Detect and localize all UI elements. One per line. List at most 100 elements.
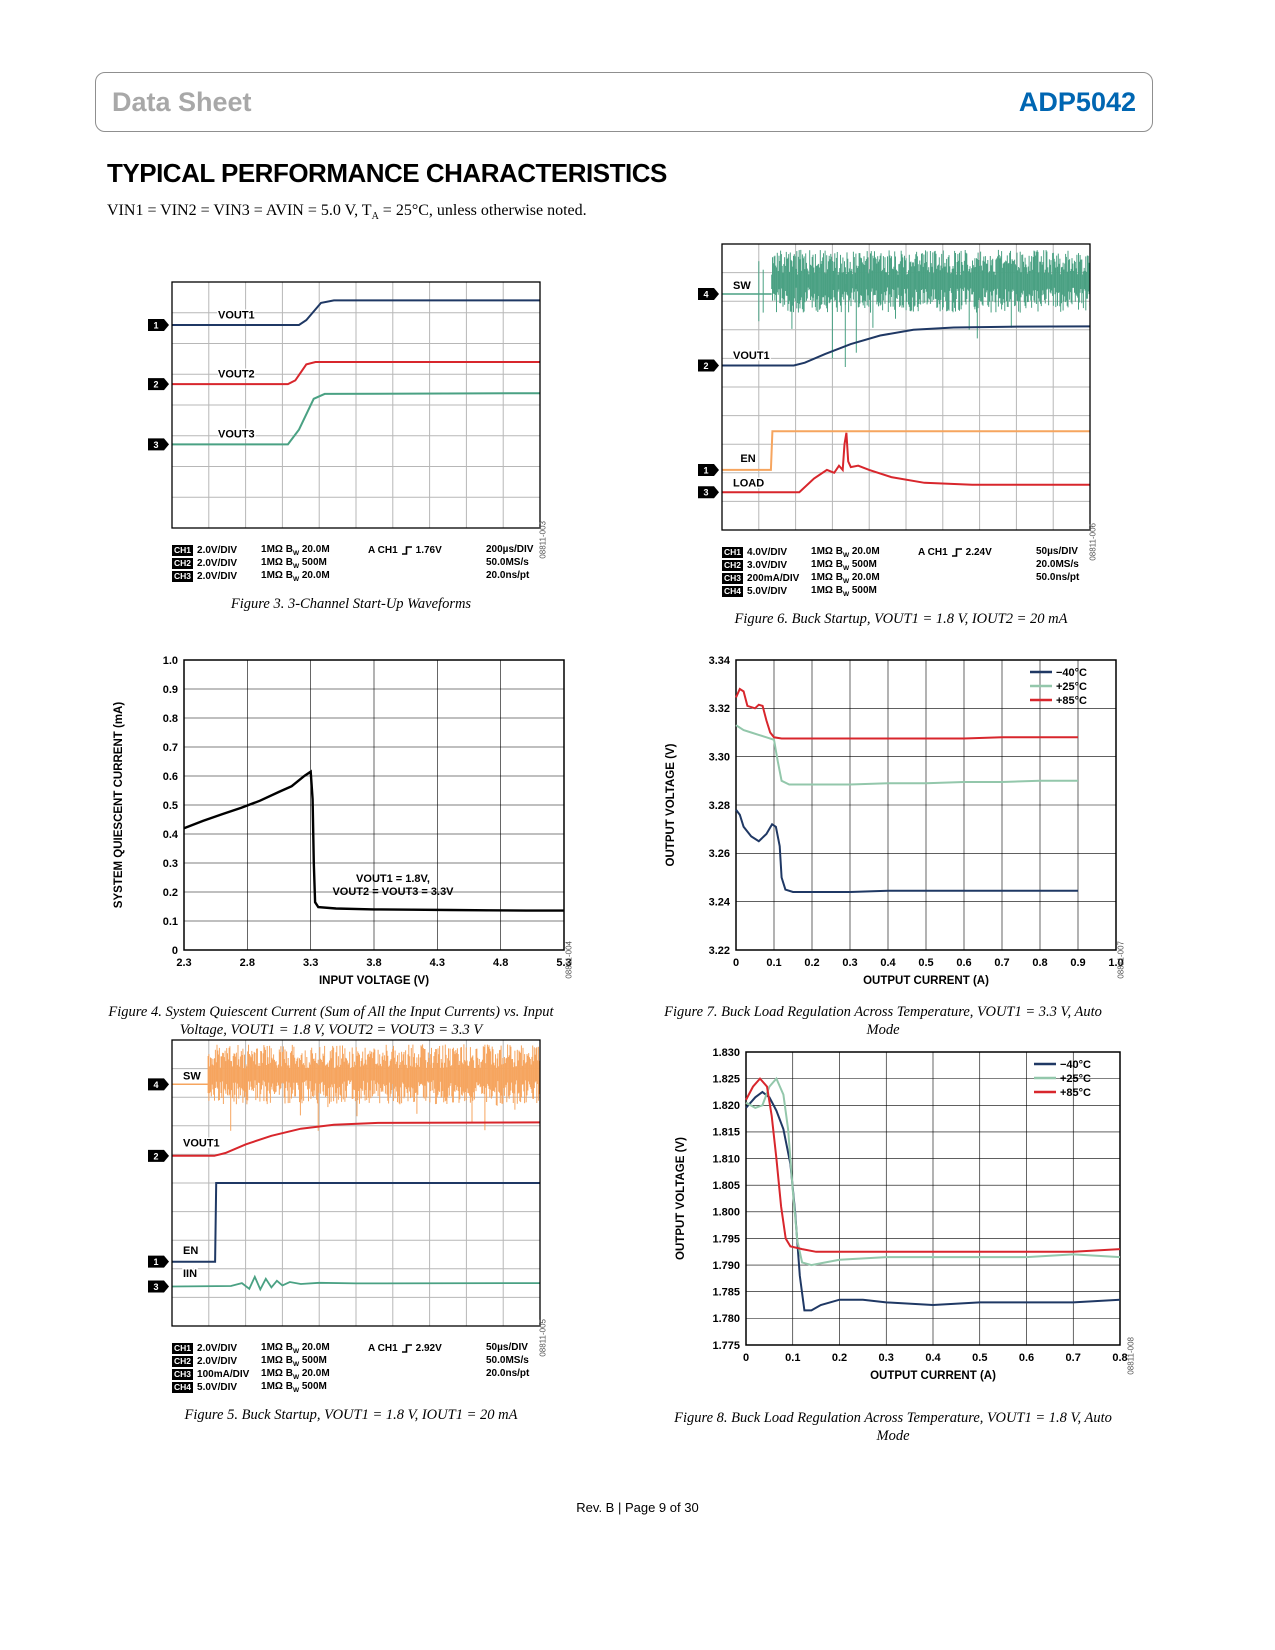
figure-6: SW VOUT1 EN LOAD 4 2 1 3 08811-006 CH1 4.0V/DIV 1… (696, 240, 1106, 628)
svg-text:2.8: 2.8 (240, 957, 255, 969)
figure-caption: Figure 7. Buck Load Regulation Across Te… (664, 1004, 1102, 1039)
figure-5: SW VOUT1 EN IIN 4 2 1 3 08811-005 CH1 2.0V/DIV 1M… (146, 1036, 556, 1424)
channel-row: CH1 2.0V/DIV 1MΩ BW 20.0M (172, 1342, 330, 1355)
channel-chip: CH1 (722, 547, 744, 558)
figure-caption: Figure 6. Buck Startup, VOUT1 = 1.8 V, I… (734, 611, 1068, 627)
svg-text:3: 3 (703, 488, 708, 498)
svg-text:0.2: 0.2 (804, 957, 819, 969)
doc-type-label: Data Sheet (112, 86, 252, 117)
figure-code: 08811-004 (565, 941, 574, 979)
trigger-info: A CH1 2.24V (918, 547, 992, 558)
channel-row: CH3 200mA/DIV 1MΩ BW 20.0M (722, 572, 880, 585)
svg-text:2: 2 (153, 380, 158, 390)
figure-3: VOUT1 VOUT2 VOUT3 1 2 3 08811-003 CH1 2.0V/DIV… (146, 278, 556, 613)
svg-text:0.2: 0.2 (163, 887, 178, 899)
svg-text:0.1: 0.1 (766, 957, 781, 969)
oscilloscope-plot-fig3: VOUT1 VOUT2 VOUT3 1 2 3 (148, 281, 541, 529)
svg-text:1.800: 1.800 (712, 1207, 740, 1219)
figure-code: 08811-003 (539, 521, 548, 559)
svg-text:2: 2 (153, 1151, 158, 1161)
page-title: TYPICAL PERFORMANCE CHARACTERISTICS (107, 158, 667, 188)
scope-settings-fig5: CH1 2.0V/DIV 1MΩ BW 20.0M CH2 2.0V/DIV 1MΩ B… (146, 1342, 556, 1394)
svg-text:1.825: 1.825 (712, 1073, 740, 1085)
channel-chip: CH2 (172, 558, 194, 569)
svg-text:0.5: 0.5 (918, 957, 933, 969)
svg-text:+85°C: +85°C (1060, 1087, 1091, 1099)
channel-row: CH1 4.0V/DIV 1MΩ BW 20.0M (722, 546, 880, 559)
svg-text:3.8: 3.8 (366, 957, 381, 969)
svg-text:0.8: 0.8 (1112, 1352, 1127, 1364)
buck-load-regulation-chart-1v8: 0 0.1 0.2 0.3 0.4 0.5 0.6 0.7 0.8 1.775 1.780 1.785… (675, 1047, 1128, 1382)
svg-text:+25°C: +25°C (1056, 681, 1087, 693)
svg-text:2: 2 (703, 361, 708, 371)
svg-text:0.5: 0.5 (972, 1352, 987, 1364)
svg-text:1.0: 1.0 (163, 655, 178, 667)
timebase-info: 200µs/DIV 50.0MS/s 20.0ns/pt (486, 544, 534, 581)
svg-text:0.6: 0.6 (956, 957, 971, 969)
svg-text:0.4: 0.4 (163, 829, 179, 841)
svg-text:3.3: 3.3 (303, 957, 318, 969)
svg-text:3.22: 3.22 (709, 945, 730, 957)
svg-text:0: 0 (172, 945, 178, 957)
svg-text:1.775: 1.775 (712, 1340, 740, 1352)
svg-text:+25°C: +25°C (1060, 1073, 1091, 1085)
buck-load-regulation-chart-3v3: 0 0.1 0.2 0.3 0.4 0.5 0.6 0.7 0.8 0.9 1.0 3.22 3.24 3… (665, 655, 1124, 987)
svg-text:3.28: 3.28 (709, 800, 730, 812)
figure-code: 08811-007 (1117, 941, 1126, 979)
svg-text:EN: EN (183, 1245, 198, 1257)
svg-text:2.3: 2.3 (176, 957, 191, 969)
figure-caption: Figure 3. 3-Channel Start-Up Waveforms (230, 596, 472, 612)
svg-text:VOUT2 = VOUT3 = 3.3V: VOUT2 = VOUT3 = 3.3V (332, 886, 454, 898)
svg-text:4: 4 (703, 290, 708, 300)
channel-chip: CH1 (172, 1343, 194, 1354)
svg-text:0.6: 0.6 (163, 771, 178, 783)
svg-text:0: 0 (733, 957, 739, 969)
svg-text:1.820: 1.820 (712, 1100, 740, 1112)
figure-8: 0 0.1 0.2 0.3 0.4 0.5 0.6 0.7 0.8 1.775 1.780 1.785… (668, 1040, 1136, 1445)
quiescent-current-chart: 2.3 2.8 3.3 3.8 4.3 4.8 5.3 0 0.1 0.2 0.3 0.4 0.5 0.6… (113, 655, 572, 987)
figure-4: 2.3 2.8 3.3 3.8 4.3 4.8 5.3 0 0.1 0.2 0.3 0.4 0.5 0.6… (106, 648, 574, 1039)
svg-text:VOUT3: VOUT3 (218, 429, 255, 441)
svg-text:0.3: 0.3 (842, 957, 857, 969)
svg-text:SYSTEM QUIESCENT CURRENT (mA): SYSTEM QUIESCENT CURRENT (mA) (113, 702, 125, 909)
channel-chip: CH3 (722, 573, 744, 584)
figure-code: 08811-005 (539, 1319, 548, 1357)
figure-caption: Figure 8. Buck Load Regulation Across Te… (674, 1410, 1112, 1445)
scope-settings-fig3: CH1 2.0V/DIV 1MΩ BW 20.0M CH2 2.0V/DIV 1MΩ B… (146, 544, 556, 583)
svg-text:3: 3 (153, 440, 158, 450)
channel-row: CH3 2.0V/DIV 1MΩ BW 20.0M (172, 570, 330, 583)
svg-text:VOUT1: VOUT1 (218, 309, 255, 321)
svg-text:LOAD: LOAD (733, 478, 764, 490)
svg-text:−40°C: −40°C (1060, 1059, 1091, 1071)
svg-text:3.24: 3.24 (709, 897, 731, 909)
svg-text:1: 1 (703, 465, 708, 475)
svg-text:OUTPUT CURRENT (A): OUTPUT CURRENT (A) (863, 975, 989, 987)
channel-chip: CH4 (722, 586, 744, 597)
channel-chip: CH1 (172, 545, 194, 556)
channel-row: CH4 5.0V/DIV 1MΩ BW 500M (172, 1381, 327, 1394)
channel-row: CH2 2.0V/DIV 1MΩ BW 500M (172, 1355, 327, 1368)
rising-edge-trigger-icon (401, 1344, 412, 1353)
oscilloscope-plot-fig6: SW VOUT1 EN LOAD 4 2 1 3 (698, 243, 1091, 531)
svg-text:1: 1 (153, 1257, 158, 1267)
svg-text:1.790: 1.790 (712, 1260, 740, 1272)
svg-text:IIN: IIN (183, 1268, 197, 1280)
header: Data Sheet ADP5042 (95, 72, 1153, 132)
channel-row: CH1 2.0V/DIV 1MΩ BW 20.0M (172, 544, 330, 557)
svg-text:0.8: 0.8 (163, 713, 178, 725)
svg-text:0.7: 0.7 (994, 957, 1009, 969)
svg-text:0.9: 0.9 (1070, 957, 1085, 969)
svg-text:3.34: 3.34 (709, 655, 731, 667)
svg-text:OUTPUT VOLTAGE (V): OUTPUT VOLTAGE (V) (665, 743, 677, 866)
svg-text:4.8: 4.8 (493, 957, 508, 969)
svg-text:−40°C: −40°C (1056, 667, 1087, 679)
channel-row: CH4 5.0V/DIV 1MΩ BW 500M (722, 585, 877, 598)
svg-text:EN: EN (740, 453, 755, 465)
svg-text:4: 4 (153, 1080, 158, 1090)
oscilloscope-plot-fig5: SW VOUT1 EN IIN 4 2 1 3 (148, 1039, 541, 1327)
channel-chip: CH2 (172, 1356, 194, 1367)
figure-7: 0 0.1 0.2 0.3 0.4 0.5 0.6 0.7 0.8 0.9 1.0 3.22 3.24 3… (658, 648, 1126, 1039)
svg-text:3.32: 3.32 (709, 703, 730, 715)
svg-text:0.3: 0.3 (879, 1352, 894, 1364)
